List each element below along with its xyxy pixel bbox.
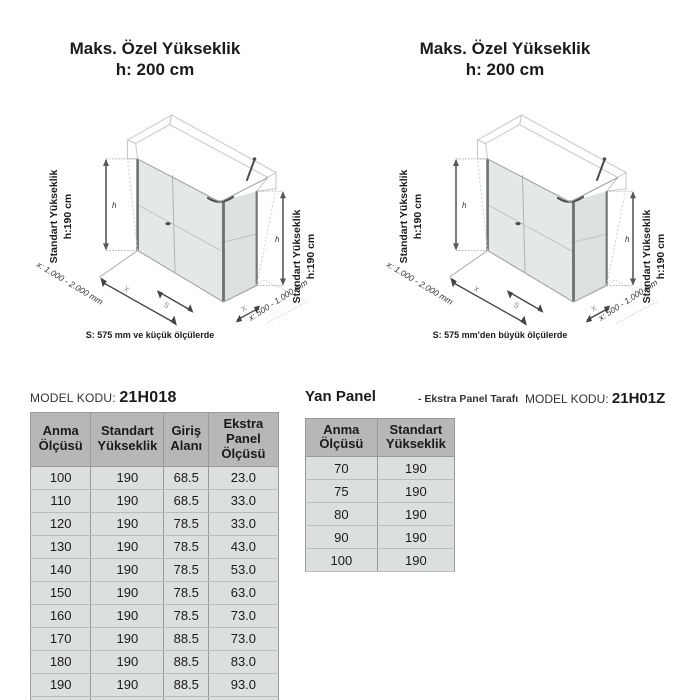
- svg-text:h: h: [462, 201, 467, 210]
- svg-text:X: X: [590, 303, 599, 313]
- svg-text:h: h: [625, 235, 630, 244]
- svg-text:X: X: [122, 284, 131, 294]
- svg-text:S: S: [162, 300, 171, 310]
- svg-text:h: h: [112, 201, 117, 210]
- svg-text:X: X: [472, 284, 481, 294]
- svg-text:S: S: [512, 300, 521, 310]
- svg-text:h: h: [275, 235, 280, 244]
- svg-text:X: X: [240, 303, 249, 313]
